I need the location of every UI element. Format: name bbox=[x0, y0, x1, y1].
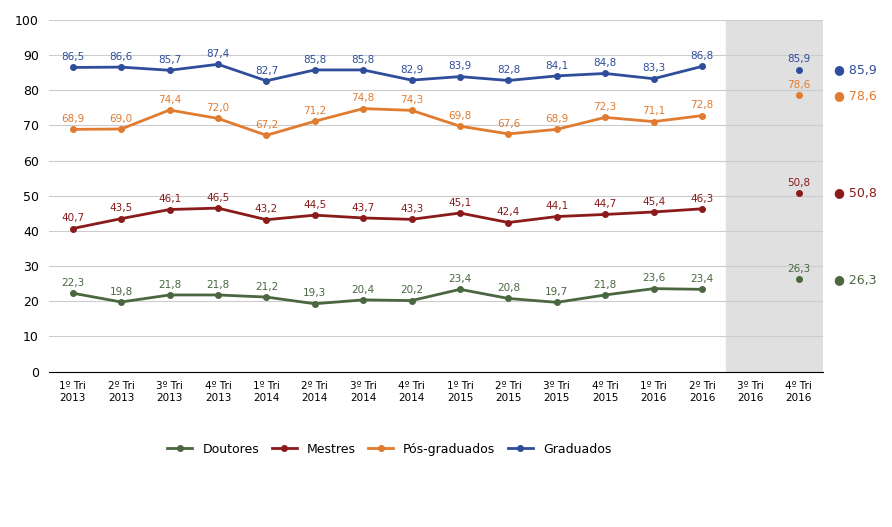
Text: 45,4: 45,4 bbox=[642, 197, 665, 207]
Text: 72,3: 72,3 bbox=[593, 102, 617, 112]
Text: 19,8: 19,8 bbox=[110, 287, 133, 297]
Text: 82,9: 82,9 bbox=[400, 65, 423, 75]
Text: 85,9: 85,9 bbox=[787, 54, 811, 64]
Text: 44,7: 44,7 bbox=[593, 199, 617, 209]
Text: 74,3: 74,3 bbox=[400, 95, 423, 105]
Text: 68,9: 68,9 bbox=[545, 114, 568, 124]
Text: 69,0: 69,0 bbox=[110, 114, 133, 124]
Bar bbox=[726, 20, 823, 372]
Text: 46,3: 46,3 bbox=[690, 193, 714, 203]
Text: ● 78,6: ● 78,6 bbox=[834, 89, 877, 102]
Text: 74,4: 74,4 bbox=[158, 95, 181, 105]
Text: 82,8: 82,8 bbox=[497, 65, 520, 75]
Text: 72,8: 72,8 bbox=[690, 100, 714, 110]
Text: 71,2: 71,2 bbox=[303, 106, 326, 116]
Text: 26,3: 26,3 bbox=[787, 264, 811, 274]
Text: 71,1: 71,1 bbox=[642, 106, 665, 116]
Text: 20,8: 20,8 bbox=[497, 283, 520, 293]
Text: 68,9: 68,9 bbox=[62, 114, 85, 124]
Text: 72,0: 72,0 bbox=[206, 103, 229, 113]
Text: 43,5: 43,5 bbox=[110, 203, 133, 213]
Text: 21,8: 21,8 bbox=[593, 280, 617, 290]
Text: 44,5: 44,5 bbox=[303, 200, 326, 210]
Text: 85,8: 85,8 bbox=[303, 55, 326, 65]
Text: 50,8: 50,8 bbox=[788, 178, 810, 188]
Text: 23,4: 23,4 bbox=[449, 274, 472, 284]
Text: 84,1: 84,1 bbox=[545, 61, 568, 71]
Text: 46,1: 46,1 bbox=[158, 194, 181, 204]
Text: 67,6: 67,6 bbox=[497, 119, 520, 129]
Text: 85,7: 85,7 bbox=[158, 55, 181, 65]
Text: 19,3: 19,3 bbox=[303, 288, 326, 298]
Text: 45,1: 45,1 bbox=[449, 198, 472, 208]
Text: 43,3: 43,3 bbox=[400, 204, 423, 214]
Text: 82,7: 82,7 bbox=[255, 65, 278, 75]
Text: 83,9: 83,9 bbox=[449, 61, 472, 71]
Text: ● 26,3: ● 26,3 bbox=[834, 272, 877, 286]
Legend: Doutores, Mestres, Pós-graduados, Graduados: Doutores, Mestres, Pós-graduados, Gradua… bbox=[162, 437, 616, 461]
Text: 23,4: 23,4 bbox=[690, 274, 714, 284]
Text: 83,3: 83,3 bbox=[642, 63, 665, 73]
Text: 22,3: 22,3 bbox=[62, 278, 85, 288]
Text: 86,5: 86,5 bbox=[62, 52, 85, 62]
Text: 20,4: 20,4 bbox=[351, 285, 375, 295]
Text: 46,5: 46,5 bbox=[206, 193, 229, 203]
Text: 67,2: 67,2 bbox=[255, 120, 278, 130]
Text: 74,8: 74,8 bbox=[351, 93, 375, 103]
Text: 19,7: 19,7 bbox=[545, 287, 568, 297]
Text: 84,8: 84,8 bbox=[593, 58, 617, 68]
Text: 21,2: 21,2 bbox=[255, 282, 278, 292]
Text: 69,8: 69,8 bbox=[449, 111, 472, 121]
Text: 43,7: 43,7 bbox=[351, 203, 375, 213]
Text: 21,8: 21,8 bbox=[206, 280, 229, 290]
Text: 40,7: 40,7 bbox=[62, 213, 85, 223]
Text: 42,4: 42,4 bbox=[497, 207, 520, 217]
Text: 86,8: 86,8 bbox=[690, 51, 714, 61]
Text: ● 85,9: ● 85,9 bbox=[834, 63, 877, 76]
Text: 44,1: 44,1 bbox=[545, 201, 568, 211]
Text: 21,8: 21,8 bbox=[158, 280, 181, 290]
Text: 85,8: 85,8 bbox=[351, 55, 375, 65]
Text: 20,2: 20,2 bbox=[400, 285, 423, 295]
Text: 78,6: 78,6 bbox=[787, 80, 811, 90]
Text: 87,4: 87,4 bbox=[206, 49, 229, 59]
Text: ● 50,8: ● 50,8 bbox=[834, 187, 877, 200]
Text: 23,6: 23,6 bbox=[642, 274, 665, 284]
Text: 86,6: 86,6 bbox=[110, 52, 133, 62]
Text: 43,2: 43,2 bbox=[255, 204, 278, 214]
